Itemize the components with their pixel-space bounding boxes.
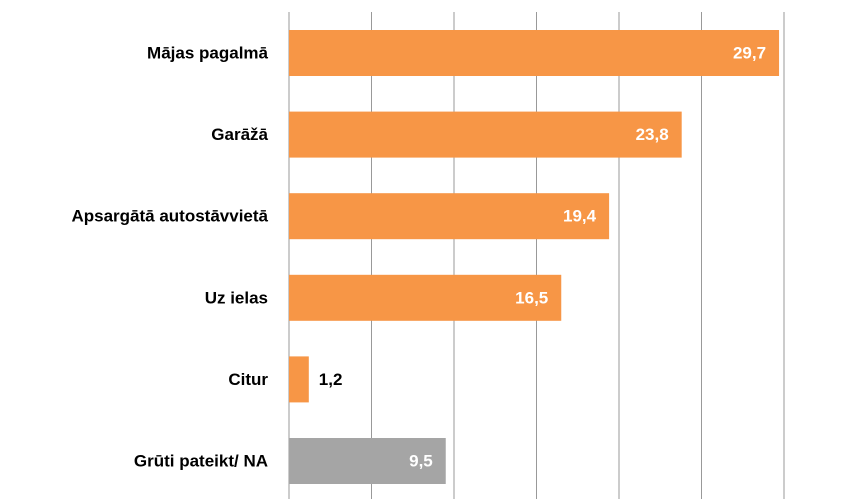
bar (289, 438, 446, 484)
bar (289, 111, 682, 158)
category-label: Garāžā (211, 125, 268, 144)
bar (289, 274, 562, 321)
category-label: Mājas pagalmā (147, 43, 268, 62)
value-label: 29,7 (733, 43, 766, 62)
value-label: 1,2 (319, 370, 343, 389)
category-label: Grūti pateikt/ NA (134, 451, 268, 470)
value-label: 23,8 (636, 125, 669, 144)
bar (289, 193, 610, 240)
category-label: Apsargātā autostāvvietā (71, 207, 268, 226)
bar (289, 30, 780, 76)
category-label: Uz ielas (205, 288, 268, 307)
value-label: 9,5 (409, 451, 433, 470)
bar (289, 356, 309, 403)
value-label: 16,5 (515, 288, 548, 307)
category-label: Citur (228, 370, 268, 389)
value-label: 19,4 (563, 207, 597, 226)
